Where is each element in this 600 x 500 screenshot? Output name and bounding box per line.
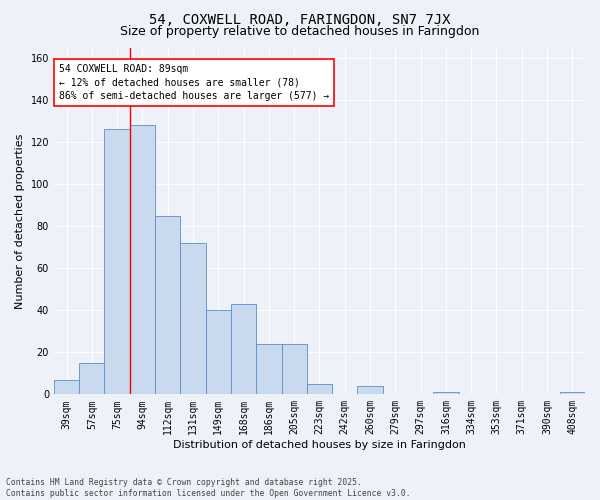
- Bar: [231, 304, 256, 394]
- Bar: [281, 344, 307, 395]
- Bar: [155, 216, 181, 394]
- Bar: [54, 380, 79, 394]
- Bar: [181, 243, 206, 394]
- Text: Contains HM Land Registry data © Crown copyright and database right 2025.
Contai: Contains HM Land Registry data © Crown c…: [6, 478, 410, 498]
- Bar: [560, 392, 585, 394]
- Bar: [206, 310, 231, 394]
- Bar: [433, 392, 458, 394]
- X-axis label: Distribution of detached houses by size in Faringdon: Distribution of detached houses by size …: [173, 440, 466, 450]
- Bar: [307, 384, 332, 394]
- Text: 54, COXWELL ROAD, FARINGDON, SN7 7JX: 54, COXWELL ROAD, FARINGDON, SN7 7JX: [149, 12, 451, 26]
- Y-axis label: Number of detached properties: Number of detached properties: [15, 133, 25, 308]
- Bar: [79, 363, 104, 394]
- Text: 54 COXWELL ROAD: 89sqm
← 12% of detached houses are smaller (78)
86% of semi-det: 54 COXWELL ROAD: 89sqm ← 12% of detached…: [59, 64, 329, 100]
- Bar: [358, 386, 383, 394]
- Bar: [104, 130, 130, 394]
- Bar: [256, 344, 281, 395]
- Text: Size of property relative to detached houses in Faringdon: Size of property relative to detached ho…: [121, 25, 479, 38]
- Bar: [130, 126, 155, 394]
